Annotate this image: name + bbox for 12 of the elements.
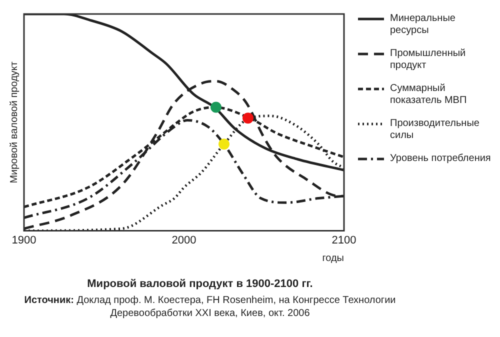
text: Источник: Доклад проф. М. Коестера, FH Rosenheim, на Конгрессе Технологии Деревообработки XXI века, Киев, окт. 2006 xyxy=(23,294,397,320)
legend-label: Минеральные ресурсы xyxy=(390,12,456,36)
x-tick-label: 1900 xyxy=(12,234,36,246)
text: Мировой валовой продукт в 1900-2100 гг. xyxy=(86,278,314,290)
legend-label: Промышленный продукт xyxy=(390,48,466,71)
y-axis-title: Мировой валовой продукт xyxy=(8,61,20,184)
x-tick-label: 2000 xyxy=(172,234,196,246)
legend-label: Уровень потребления xyxy=(390,152,491,164)
x-tick-label: 2100 xyxy=(332,234,356,246)
legend-label: Суммарный показатель МВП xyxy=(390,82,467,106)
x-axis-title: годы xyxy=(322,252,344,264)
legend-label: Производительные силы xyxy=(390,118,480,141)
